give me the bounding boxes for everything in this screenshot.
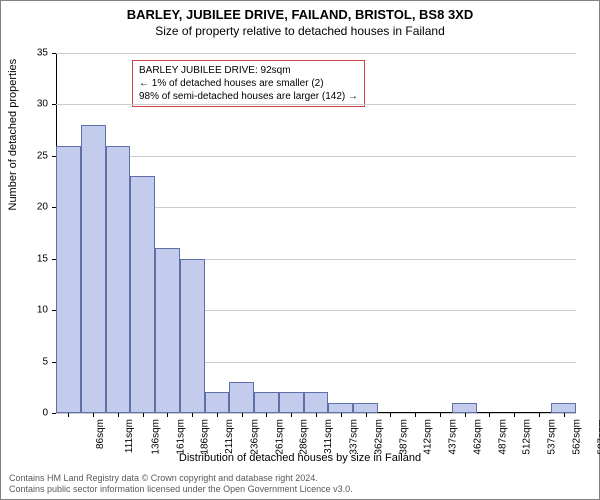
footer-line1: Contains HM Land Registry data © Crown c…	[9, 473, 353, 484]
y-tick	[52, 104, 56, 105]
histogram-bar	[328, 403, 353, 413]
y-axis-title: Number of detached properties	[7, 59, 19, 211]
histogram-bar	[56, 146, 81, 413]
y-tick-label: 0	[42, 408, 48, 419]
y-tick-label: 30	[37, 99, 48, 110]
x-tick	[68, 413, 69, 417]
x-tick-label: 387sqm	[398, 419, 409, 455]
x-tick	[291, 413, 292, 417]
grid-line	[56, 156, 576, 157]
x-tick-label: 161sqm	[175, 419, 186, 455]
x-tick	[514, 413, 515, 417]
x-tick-label: 437sqm	[448, 419, 459, 455]
x-tick	[564, 413, 565, 417]
x-tick	[415, 413, 416, 417]
chart-title-main: BARLEY, JUBILEE DRIVE, FAILAND, BRISTOL,…	[1, 7, 599, 22]
histogram-bar	[81, 125, 106, 413]
x-axis-title: Distribution of detached houses by size …	[1, 452, 599, 464]
histogram-bar	[155, 248, 180, 413]
histogram-bar	[180, 259, 205, 413]
x-tick	[440, 413, 441, 417]
histogram-bar	[551, 403, 576, 413]
x-tick	[390, 413, 391, 417]
y-tick-label: 25	[37, 150, 48, 161]
annotation-line1: BARLEY JUBILEE DRIVE: 92sqm	[139, 64, 358, 77]
x-tick-label: 311sqm	[323, 419, 334, 454]
x-tick-label: 337sqm	[349, 419, 360, 455]
x-tick-label: 86sqm	[95, 419, 106, 449]
x-tick	[489, 413, 490, 417]
grid-line	[56, 53, 576, 54]
y-tick-label: 20	[37, 202, 48, 213]
footer-line2: Contains public sector information licen…	[9, 484, 353, 495]
x-tick	[266, 413, 267, 417]
histogram-bar	[304, 392, 329, 413]
x-tick-label: 111sqm	[124, 419, 135, 453]
y-tick	[52, 53, 56, 54]
histogram-bar	[279, 392, 304, 413]
x-tick	[217, 413, 218, 417]
x-tick-label: 562sqm	[571, 419, 582, 455]
y-tick-label: 10	[37, 305, 48, 316]
histogram-bar	[106, 146, 131, 413]
x-tick-label: 211sqm	[224, 419, 235, 454]
annotation-box: BARLEY JUBILEE DRIVE: 92sqm ← 1% of deta…	[132, 60, 365, 107]
x-tick-label: 136sqm	[150, 419, 161, 455]
x-tick-label: 286sqm	[299, 419, 310, 455]
histogram-bar	[229, 382, 254, 413]
x-tick-label: 587sqm	[596, 419, 600, 455]
x-tick	[539, 413, 540, 417]
annotation-line3: 98% of semi-detached houses are larger (…	[139, 90, 358, 103]
x-tick	[118, 413, 119, 417]
y-tick-label: 15	[37, 253, 48, 264]
x-tick-label: 512sqm	[522, 419, 533, 455]
x-tick	[341, 413, 342, 417]
x-tick-label: 487sqm	[497, 419, 508, 455]
x-tick-label: 186sqm	[200, 419, 211, 455]
histogram-bar	[205, 392, 230, 413]
annotation-line2: ← 1% of detached houses are smaller (2)	[139, 77, 358, 90]
chart-title-sub: Size of property relative to detached ho…	[1, 24, 599, 38]
x-tick-label: 537sqm	[547, 419, 558, 455]
x-tick-label: 236sqm	[250, 419, 261, 455]
x-tick	[167, 413, 168, 417]
x-tick	[316, 413, 317, 417]
x-tick-label: 462sqm	[472, 419, 483, 455]
footer-text: Contains HM Land Registry data © Crown c…	[9, 473, 353, 495]
histogram-bar	[353, 403, 378, 413]
plot-area: BARLEY JUBILEE DRIVE: 92sqm ← 1% of deta…	[56, 53, 576, 413]
grid-line	[56, 104, 576, 105]
x-tick-label: 412sqm	[423, 419, 434, 455]
y-tick	[52, 413, 56, 414]
histogram-bar	[452, 403, 477, 413]
x-tick	[366, 413, 367, 417]
x-tick-label: 261sqm	[274, 419, 285, 455]
y-tick-label: 5	[42, 356, 48, 367]
x-tick	[93, 413, 94, 417]
chart-container: BARLEY, JUBILEE DRIVE, FAILAND, BRISTOL,…	[0, 0, 600, 500]
histogram-bar	[130, 176, 155, 413]
x-tick	[465, 413, 466, 417]
histogram-bar	[254, 392, 279, 413]
x-tick	[242, 413, 243, 417]
x-tick-label: 362sqm	[373, 419, 384, 455]
x-tick	[192, 413, 193, 417]
x-tick	[143, 413, 144, 417]
y-tick-label: 35	[37, 48, 48, 59]
